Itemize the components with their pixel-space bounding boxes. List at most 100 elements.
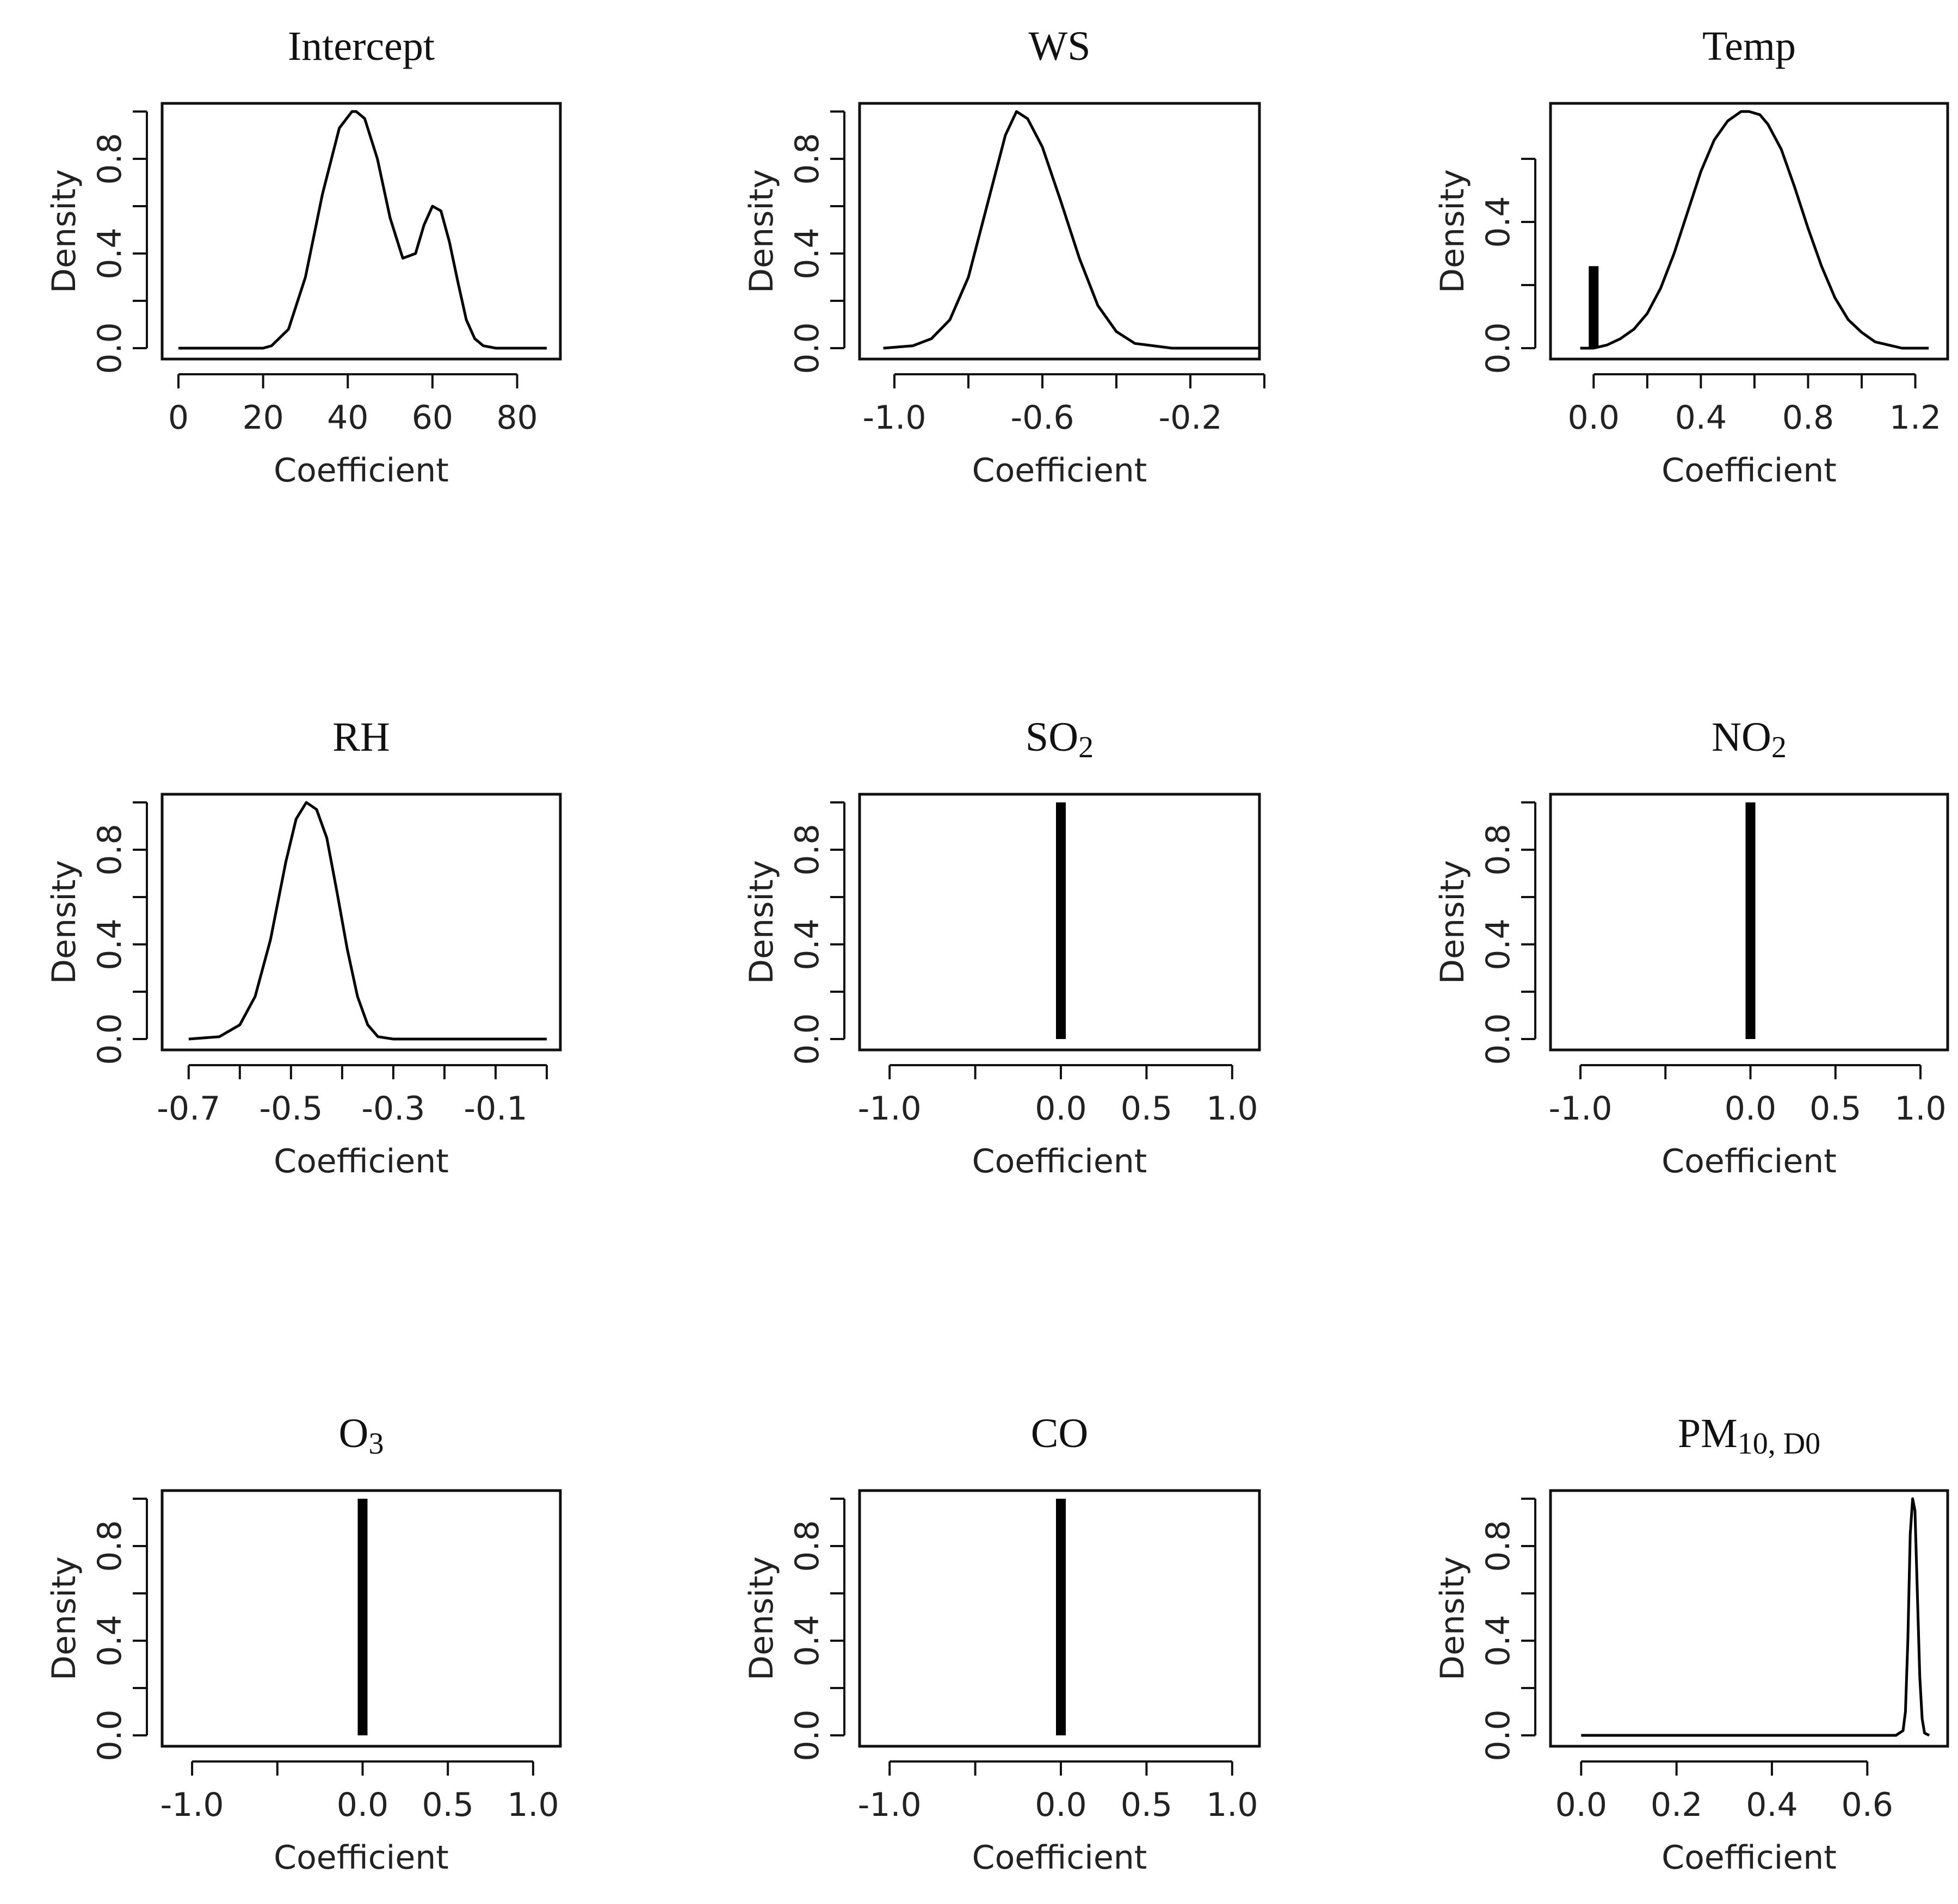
x-tick-label: 0.2 (1651, 1786, 1702, 1824)
y-axis-label: Density (1434, 860, 1472, 984)
y-tick-label: 0.4 (788, 227, 826, 279)
x-tick-label: 60 (412, 399, 453, 437)
y-tick-label: 0.4 (91, 227, 129, 279)
x-tick-label: -0.7 (157, 1090, 220, 1128)
x-tick-label: 40 (327, 399, 368, 437)
density-curve (1581, 1497, 1930, 1737)
y-tick-label: 0.8 (788, 133, 826, 184)
x-tick-label: 0.5 (1121, 1786, 1172, 1824)
panel-title: Intercept (288, 23, 435, 69)
x-axis-label: Coefficient (274, 1142, 449, 1180)
x-tick-label: 1.2 (1889, 399, 1941, 437)
panel-title: NO2 (1712, 714, 1787, 764)
density-curve (188, 801, 547, 1041)
panel-title-sub: 2 (1078, 731, 1094, 764)
x-tick-label: -1.0 (858, 1090, 922, 1128)
y-axis-label: Density (743, 169, 781, 293)
x-axis-label: Coefficient (972, 1839, 1147, 1877)
panel-title: CO (1031, 1411, 1089, 1456)
x-tick-label: 20 (242, 399, 283, 437)
x-tick-label: 0.8 (1782, 399, 1834, 437)
x-tick-label: 0.0 (1568, 399, 1620, 437)
panel-title-sub: 3 (368, 1427, 384, 1461)
panel-title: Temp (1702, 23, 1796, 69)
y-tick-label: 0.0 (788, 1013, 826, 1065)
x-tick-label: 0.5 (1809, 1090, 1861, 1128)
y-tick-label: 0.4 (1479, 918, 1517, 970)
x-tick-label: 0.4 (1746, 1786, 1798, 1824)
y-axis-label: Density (1434, 169, 1472, 293)
plot-frame (1549, 102, 1949, 361)
x-axis-label: Coefficient (972, 452, 1147, 490)
x-tick-label: -0.3 (361, 1090, 425, 1128)
panel-title-main: O (339, 1411, 369, 1456)
x-tick-label: 0.4 (1675, 399, 1727, 437)
plot-frame (160, 1489, 562, 1748)
density-curve (883, 110, 1261, 350)
x-tick-label: 0.0 (1035, 1090, 1086, 1128)
y-tick-label: 0.8 (788, 1520, 826, 1572)
panel-title-main: NO (1712, 714, 1771, 760)
x-tick-label: -0.2 (1158, 399, 1222, 437)
y-tick-label: 0.4 (1479, 196, 1517, 248)
y-tick-label: 0.0 (91, 1013, 129, 1065)
x-axis-label: Coefficient (1661, 1142, 1837, 1180)
y-tick-label: 0.4 (788, 918, 826, 970)
plot-frame (1549, 1489, 1949, 1748)
x-tick-label: 0 (168, 399, 189, 437)
panel-title: WS (1029, 23, 1091, 69)
panel-title-sub: 10, D0 (1738, 1427, 1820, 1461)
plot-frame (160, 793, 562, 1052)
x-tick-label: -0.6 (1010, 399, 1074, 437)
y-tick-label: 0.8 (788, 824, 826, 875)
y-tick-label: 0.0 (1479, 1709, 1517, 1761)
x-tick-label: 0.0 (1725, 1090, 1776, 1128)
panel-title: PM10, D0 (1678, 1411, 1820, 1461)
y-tick-label: 0.0 (1479, 1013, 1517, 1065)
x-tick-label: 1.0 (507, 1786, 559, 1824)
plot-frame (858, 102, 1261, 361)
x-tick-label: 0.5 (1121, 1090, 1172, 1128)
x-tick-label: 0.0 (1555, 1786, 1607, 1824)
y-tick-label: 0.8 (91, 824, 129, 875)
x-axis-label: Coefficient (1661, 452, 1837, 490)
y-tick-label: 0.8 (91, 1520, 129, 1572)
density-curve (178, 110, 547, 350)
x-tick-label: 1.0 (1206, 1786, 1258, 1824)
x-axis-label: Coefficient (1661, 1839, 1837, 1877)
x-tick-label: -1.0 (858, 1786, 922, 1824)
y-tick-label: 0.4 (91, 918, 129, 970)
y-tick-label: 0.0 (91, 322, 129, 374)
x-tick-label: 1.0 (1206, 1090, 1258, 1128)
y-tick-label: 0.4 (91, 1615, 129, 1666)
panel-title: RH (332, 714, 390, 760)
plot-frame (858, 793, 1261, 1052)
x-tick-label: -1.0 (1548, 1090, 1612, 1128)
y-tick-label: 0.0 (91, 1709, 129, 1761)
plot-frame (160, 102, 562, 361)
x-tick-label: 0.0 (1035, 1786, 1086, 1824)
panel-title-sub: 2 (1771, 731, 1787, 764)
y-tick-label: 0.0 (1479, 322, 1517, 374)
density-curve (1580, 110, 1929, 350)
y-axis-label: Density (45, 860, 83, 984)
x-tick-label: -1.0 (160, 1786, 224, 1824)
y-tick-label: 0.8 (91, 133, 129, 184)
y-axis-label: Density (743, 860, 781, 984)
panel-title-main: PM (1678, 1411, 1738, 1456)
x-tick-label: -0.5 (259, 1090, 323, 1128)
y-tick-label: 0.8 (1479, 824, 1517, 875)
x-tick-label: -0.1 (464, 1090, 527, 1128)
y-tick-label: 0.4 (788, 1615, 826, 1666)
x-axis-label: Coefficient (274, 1839, 449, 1877)
